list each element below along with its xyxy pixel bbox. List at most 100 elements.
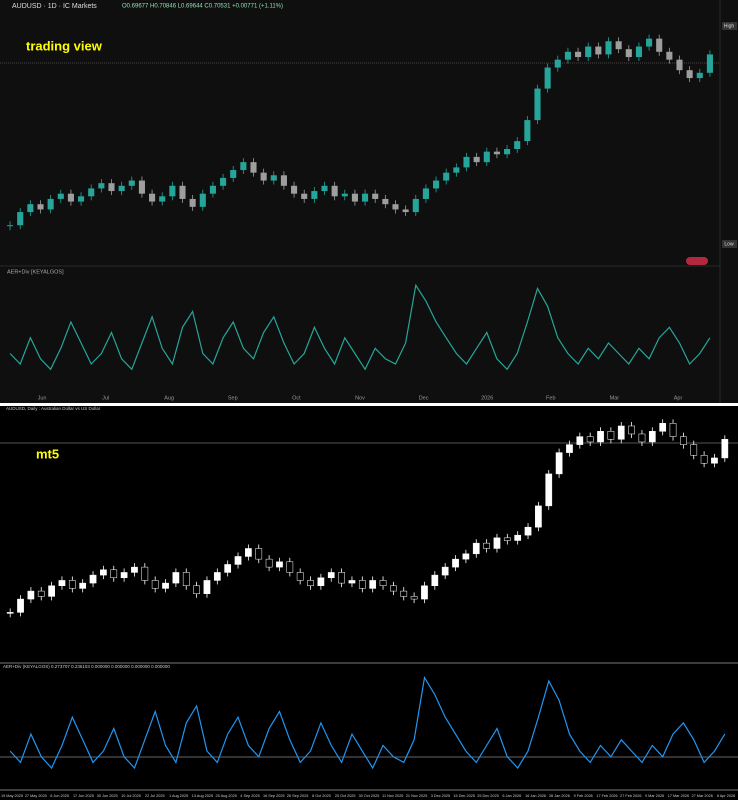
candle [67,193,74,202]
candle [628,425,635,435]
candle [524,120,531,142]
x-axis-label: 20 Oct 2025 [335,794,356,798]
x-axis-label: 17 Feb 2026 [596,794,617,798]
x-axis-label: 19 May 2025 [1,794,23,798]
candle [473,156,480,163]
candle [68,580,76,589]
candle [230,170,237,178]
candle [265,558,273,568]
candle [307,580,314,587]
oscillator-line [9,675,726,770]
candle [431,574,439,587]
candle [638,433,646,443]
x-axis-label: 27 Feb 2026 [620,794,641,798]
x-axis-label: 17 Jun 2025 [73,794,94,798]
x-axis-label: 30 Oct 2025 [359,794,380,798]
candle [270,175,277,181]
candle [169,185,176,197]
candle [291,185,298,194]
candle [17,598,24,613]
candle [7,225,14,227]
candle [240,162,247,171]
candle [410,596,418,600]
candle [220,177,227,186]
candle [524,526,532,536]
tv-ohlc: O0.69677 H0.70846 L0.69644 C0.70531 +0.0… [122,4,283,10]
candle [88,188,95,197]
candle [422,188,429,199]
candle [128,180,135,186]
candle [493,537,501,549]
candle [108,183,115,192]
candle [379,580,387,587]
candle [607,431,615,440]
x-axis-label: 22 Jul 2025 [145,794,165,798]
candle [351,193,358,202]
candle [369,580,377,589]
x-axis-label: 8 Apr 2026 [717,794,735,798]
candle [57,193,64,199]
x-axis-label: 13 Aug 2025 [192,794,213,798]
candle [696,72,703,79]
candle [79,582,87,589]
candle [89,574,97,584]
candle [331,185,338,197]
candle [78,196,85,202]
alert-badge[interactable] [686,257,708,265]
candle [585,46,592,58]
candle [463,156,470,168]
candle [321,185,328,192]
x-axis-label: Jun [38,395,47,401]
candle [159,196,166,202]
x-axis-label: Jul [102,395,109,401]
candle [686,70,693,79]
candle [711,457,718,464]
candle [224,564,232,573]
candle [311,191,318,199]
candle [245,548,252,557]
high-label: High [724,23,735,29]
candle [382,198,389,205]
candle [37,204,44,210]
mt5-background [0,406,738,800]
mt5-symbol: AUDUSD, Daily : Australian Dollar vs US … [6,406,101,411]
candle [27,204,34,213]
candle [392,204,399,210]
candle [462,553,470,560]
candle [151,580,159,589]
candle [199,193,206,207]
x-axis-label: Dec [419,395,429,401]
candle [534,88,541,121]
candle [554,59,561,68]
candle [141,566,149,581]
candle [276,561,283,568]
candle [327,572,335,579]
candle [341,193,348,197]
x-axis-label: 16 Sep 2025 [263,794,285,798]
candle [182,572,190,587]
candle [162,582,169,589]
candle [317,577,325,587]
candle [659,423,667,432]
candle [617,425,625,440]
candle [17,212,24,226]
candle [193,585,200,594]
low-label: Low [724,241,734,247]
candle [37,590,45,597]
candle [615,41,622,50]
candle [545,473,553,507]
candle [666,51,673,60]
candle [6,612,14,614]
x-axis-label: 15 Dec 2025 [453,794,475,798]
x-axis-label: 27 May 2025 [25,794,47,798]
x-axis-label: 26 Sep 2025 [287,794,309,798]
candle [503,537,511,541]
candle [721,439,729,459]
x-axis-label: Mar [610,395,620,401]
mt5-indicator: AER+Div (KEYALGOS) 0.273707 0.236103 0.0… [3,664,170,669]
candle [250,162,257,173]
candle [441,566,449,576]
candle [213,572,221,581]
candle [669,423,677,437]
